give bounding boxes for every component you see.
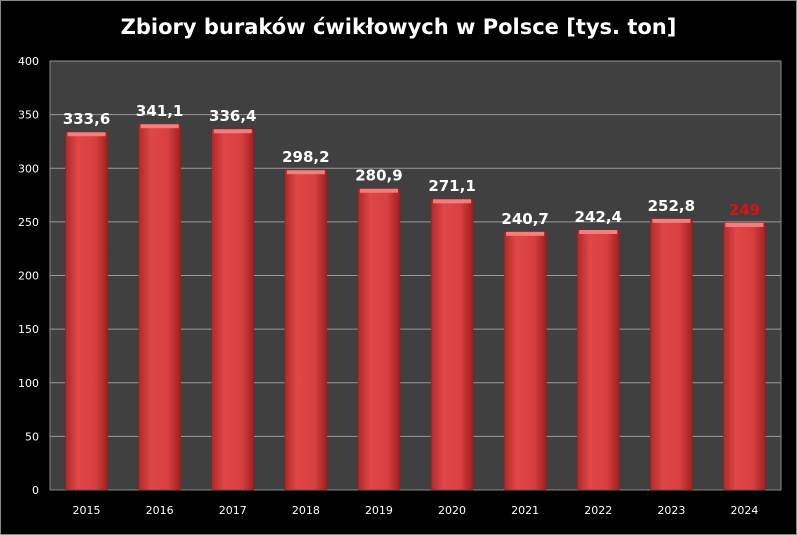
bar bbox=[503, 231, 547, 491]
bar-top-highlight bbox=[579, 230, 618, 235]
data-label: 249 bbox=[729, 201, 760, 219]
bar bbox=[650, 218, 693, 491]
y-tick-label: 0 bbox=[32, 484, 39, 497]
x-tick-label: 2021 bbox=[511, 504, 539, 517]
bar bbox=[577, 229, 620, 491]
bar-top-highlight bbox=[433, 199, 472, 204]
data-label: 280,9 bbox=[355, 167, 402, 185]
x-tick-label: 2017 bbox=[219, 504, 247, 517]
bar bbox=[138, 123, 181, 491]
x-tick-label: 2023 bbox=[657, 504, 685, 517]
bar bbox=[284, 169, 328, 491]
data-label: 333,6 bbox=[63, 110, 110, 128]
x-tick-label: 2019 bbox=[365, 504, 393, 517]
y-tick-label: 150 bbox=[18, 323, 39, 336]
bar-top-highlight bbox=[725, 222, 764, 227]
y-tick-label: 250 bbox=[18, 216, 39, 229]
bar-top-highlight bbox=[140, 124, 179, 129]
y-tick-label: 50 bbox=[25, 430, 39, 443]
bar bbox=[430, 198, 474, 491]
bar bbox=[723, 222, 766, 491]
data-label: 341,1 bbox=[136, 102, 183, 120]
x-tick-label: 2020 bbox=[438, 504, 466, 517]
bar-top-highlight bbox=[67, 132, 106, 137]
y-tick-label: 400 bbox=[18, 55, 39, 68]
x-tick-label: 2018 bbox=[292, 504, 320, 517]
x-tick-label: 2024 bbox=[730, 504, 758, 517]
y-tick-label: 350 bbox=[18, 109, 39, 122]
bar bbox=[65, 131, 108, 491]
data-label: 242,4 bbox=[575, 208, 622, 226]
x-tick-label: 2015 bbox=[73, 504, 101, 517]
data-label: 298,2 bbox=[282, 148, 329, 166]
data-label: 271,1 bbox=[428, 177, 475, 195]
data-label: 252,8 bbox=[648, 197, 695, 215]
bar bbox=[357, 188, 401, 491]
x-tick-label: 2022 bbox=[584, 504, 612, 517]
data-label: 336,4 bbox=[209, 107, 256, 125]
y-tick-label: 300 bbox=[18, 162, 39, 175]
y-tick-label: 100 bbox=[18, 377, 39, 390]
x-tick-label: 2016 bbox=[146, 504, 174, 517]
bar-top-highlight bbox=[359, 188, 398, 193]
bar bbox=[211, 128, 254, 491]
y-tick-label: 200 bbox=[18, 270, 39, 283]
bar-top-highlight bbox=[286, 170, 325, 175]
chart-title: Zbiory buraków ćwikłowych w Polsce [tys.… bbox=[120, 15, 677, 39]
bar-top-highlight bbox=[506, 231, 545, 236]
bar-top-highlight bbox=[652, 218, 691, 223]
data-label: 240,7 bbox=[501, 210, 548, 228]
bar-top-highlight bbox=[213, 129, 252, 134]
